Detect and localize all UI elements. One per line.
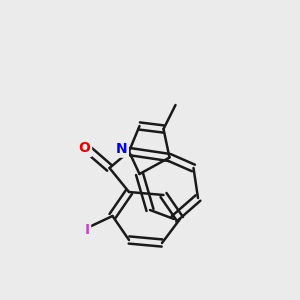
Text: I: I [84, 224, 90, 237]
Text: O: O [79, 142, 91, 155]
Text: N: N [116, 142, 127, 156]
